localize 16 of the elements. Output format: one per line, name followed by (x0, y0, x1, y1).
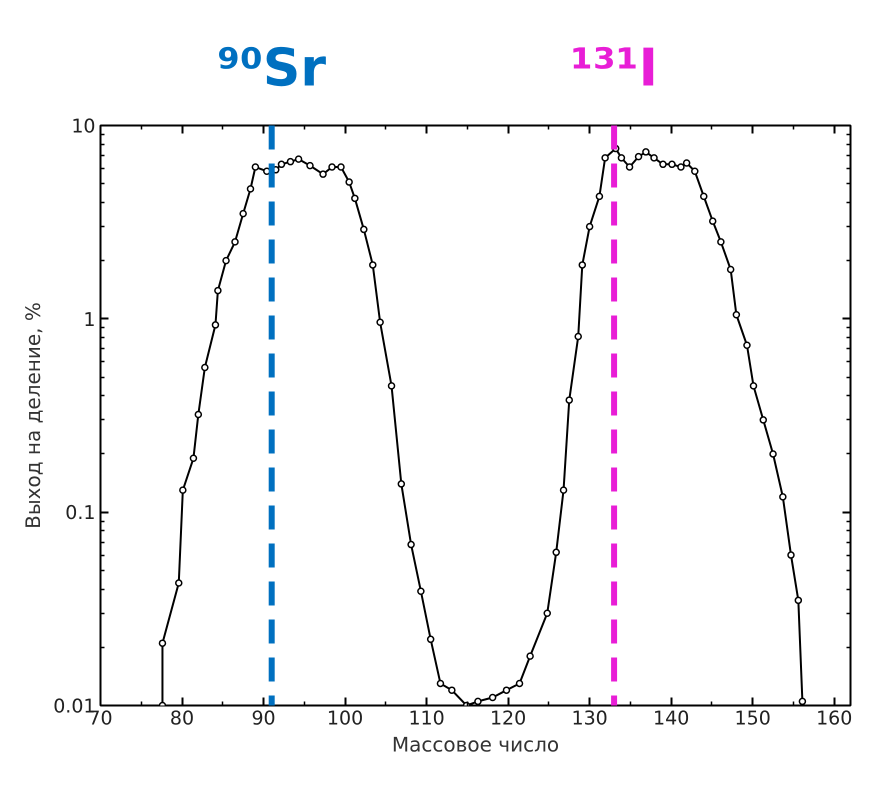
x-tick-label: 150 (734, 708, 771, 730)
x-axis-title: Массовое число (392, 732, 560, 756)
x-tick-label: 80 (170, 708, 194, 730)
x-tick-label: 110 (408, 708, 445, 730)
x-tick-label: 90 (251, 708, 276, 730)
y-tick-label: 10 (71, 116, 96, 138)
ref-line-label: ⁹⁰Sr (217, 38, 326, 98)
y-axis-title: Выход на деление, % (21, 302, 46, 529)
x-tick-label: 160 (816, 708, 852, 730)
x-tick-label: 120 (490, 708, 526, 730)
ref-line-label: ¹³¹I (570, 38, 658, 98)
y-tick-label: 1 (83, 308, 96, 331)
x-tick-label: 140 (653, 708, 690, 730)
x-tick-label: 130 (572, 708, 608, 730)
y-tick-label: 0.1 (65, 502, 96, 524)
x-tick-label: 100 (326, 708, 364, 730)
